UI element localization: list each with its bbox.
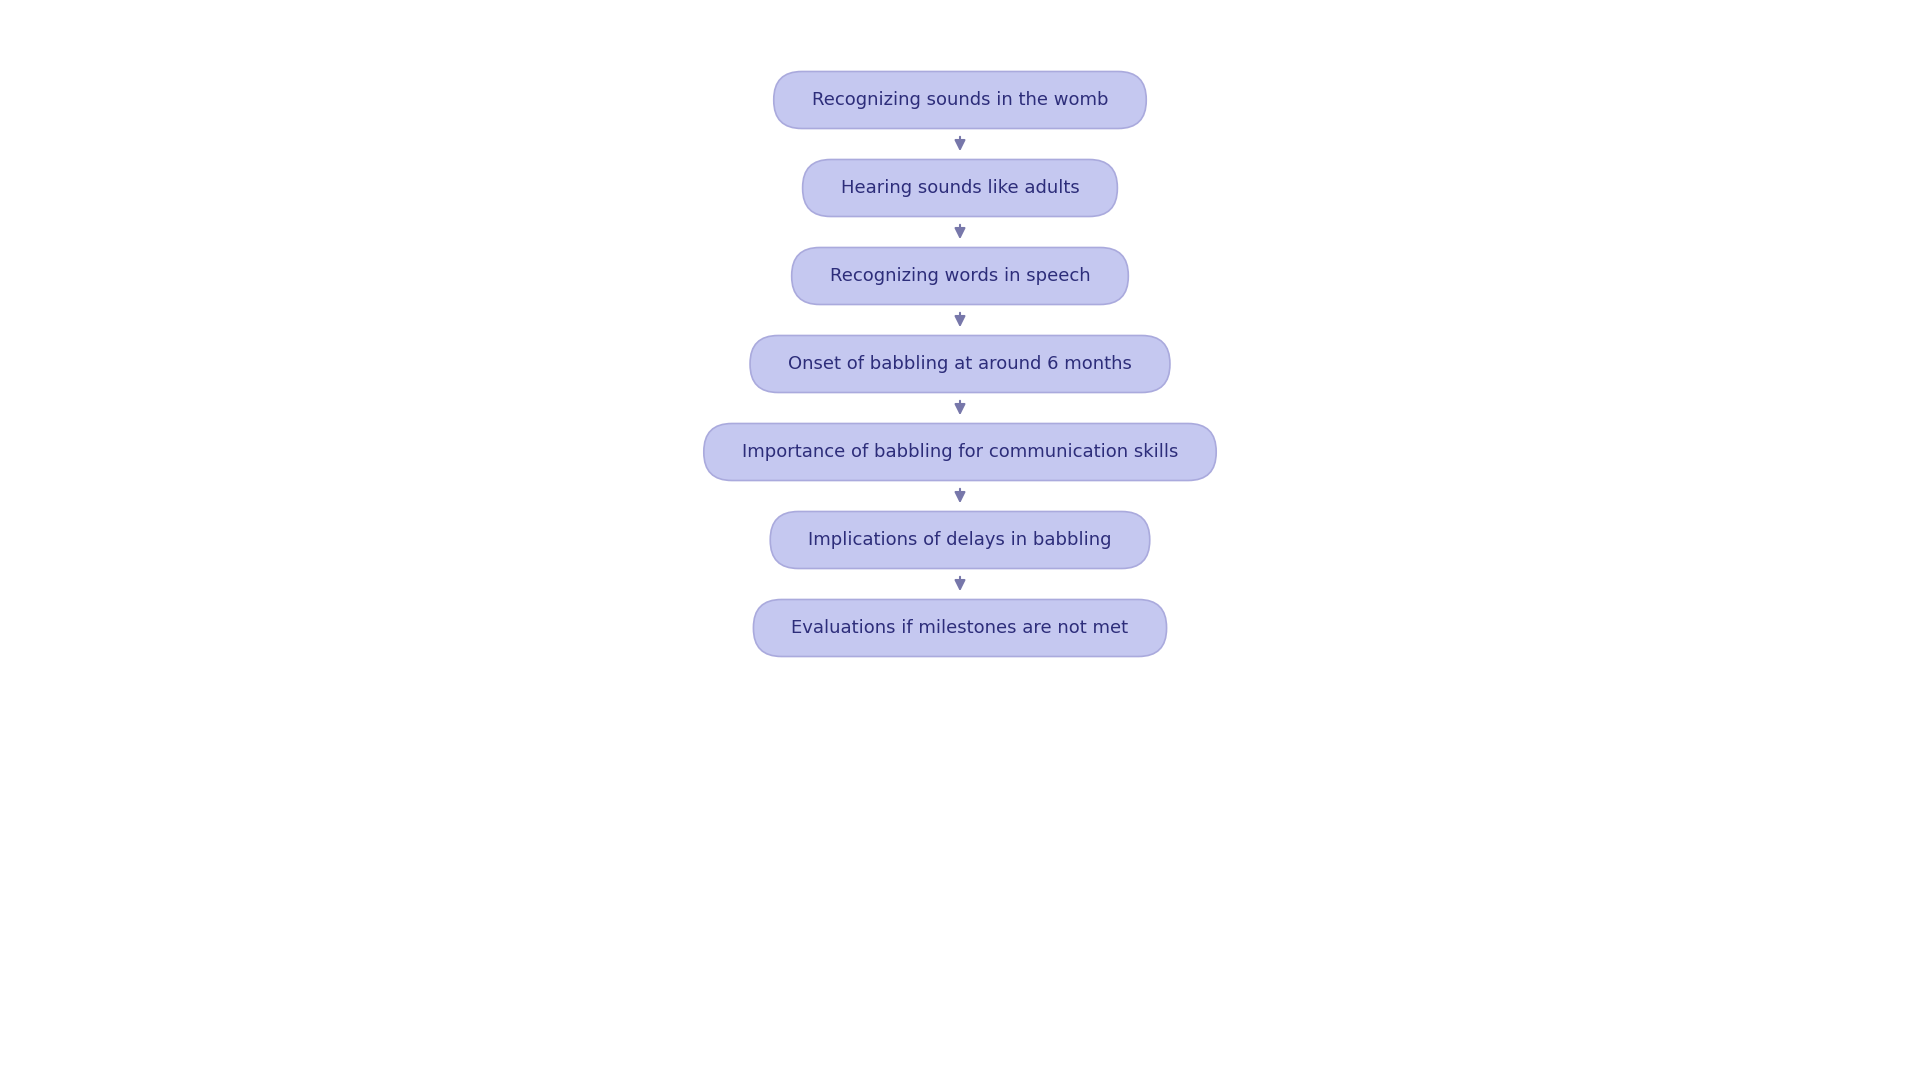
Text: Importance of babbling for communication skills: Importance of babbling for communication…: [741, 443, 1179, 461]
FancyBboxPatch shape: [705, 423, 1215, 481]
FancyBboxPatch shape: [774, 71, 1146, 129]
FancyBboxPatch shape: [791, 247, 1129, 305]
FancyBboxPatch shape: [803, 160, 1117, 216]
Text: Evaluations if milestones are not met: Evaluations if milestones are not met: [791, 619, 1129, 637]
Text: Recognizing sounds in the womb: Recognizing sounds in the womb: [812, 91, 1108, 109]
Text: Recognizing words in speech: Recognizing words in speech: [829, 267, 1091, 285]
Text: Implications of delays in babbling: Implications of delays in babbling: [808, 531, 1112, 549]
FancyBboxPatch shape: [753, 599, 1167, 657]
FancyBboxPatch shape: [770, 512, 1150, 568]
Text: Hearing sounds like adults: Hearing sounds like adults: [841, 179, 1079, 197]
FancyBboxPatch shape: [751, 336, 1169, 392]
Text: Onset of babbling at around 6 months: Onset of babbling at around 6 months: [787, 355, 1133, 373]
